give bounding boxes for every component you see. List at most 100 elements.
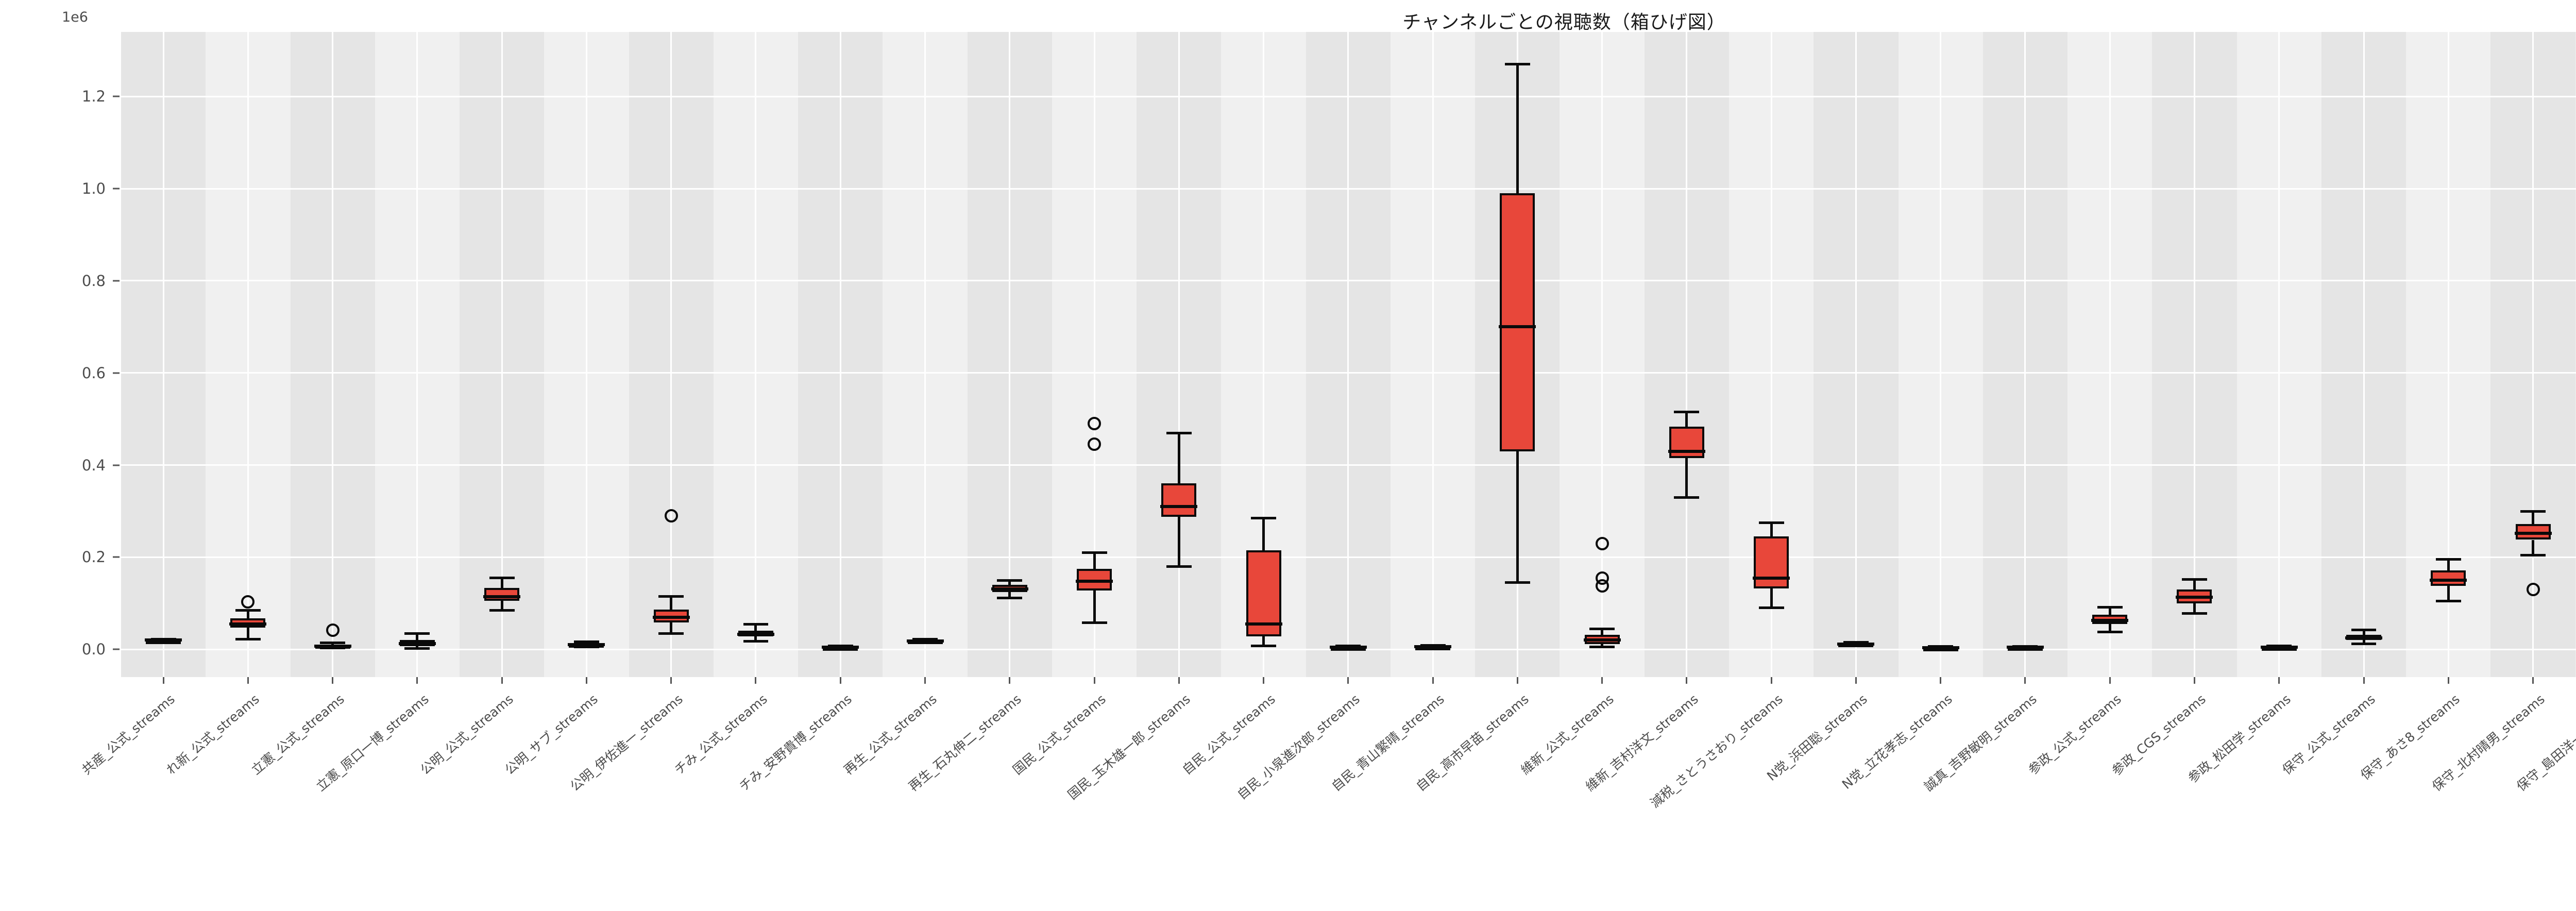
x-tick-mark bbox=[2278, 677, 2280, 684]
whisker-lower bbox=[1262, 636, 1265, 646]
gridline-vertical bbox=[2447, 32, 2449, 677]
box-plot-glyph[interactable] bbox=[121, 32, 2576, 677]
box-plot-glyph[interactable] bbox=[121, 32, 2576, 677]
box-plot-glyph[interactable] bbox=[121, 32, 2576, 677]
median-line bbox=[2091, 619, 2129, 622]
whisker-lower bbox=[1601, 644, 1604, 647]
box-plot-glyph[interactable] bbox=[121, 32, 2576, 677]
median-line bbox=[737, 632, 774, 636]
whisker-upper bbox=[1093, 552, 1096, 569]
cap-lower bbox=[1081, 621, 1107, 624]
outlier-marker[interactable] bbox=[1088, 437, 1101, 451]
whisker-upper bbox=[1770, 522, 1773, 537]
cap-upper bbox=[1843, 640, 1869, 644]
box-plot-glyph[interactable] bbox=[121, 32, 2576, 677]
median-line bbox=[1583, 638, 1621, 642]
box-plot-glyph[interactable] bbox=[121, 32, 2576, 677]
cap-upper bbox=[1251, 516, 1277, 519]
cap-upper bbox=[1758, 521, 1784, 524]
box-iqr[interactable] bbox=[1500, 193, 1535, 451]
gridline-vertical bbox=[1855, 32, 1857, 677]
median-line bbox=[145, 638, 182, 642]
box-plot-glyph[interactable] bbox=[121, 32, 2576, 677]
outlier-marker[interactable] bbox=[326, 623, 340, 637]
whisker-lower bbox=[670, 622, 673, 634]
y-tick-mark bbox=[113, 95, 120, 97]
x-tick-mark bbox=[839, 677, 841, 684]
cap-upper bbox=[1166, 431, 1192, 434]
gridline-vertical bbox=[924, 32, 926, 677]
box-plot-glyph[interactable] bbox=[121, 32, 2576, 677]
cap-upper bbox=[658, 595, 684, 598]
gridline-vertical bbox=[2278, 32, 2280, 677]
box-plot-glyph[interactable] bbox=[121, 32, 2576, 677]
outlier-marker[interactable] bbox=[664, 509, 678, 522]
box-plot-glyph[interactable] bbox=[121, 32, 2576, 677]
median-line bbox=[2176, 596, 2213, 599]
gridline-vertical bbox=[1263, 32, 1265, 677]
box-iqr[interactable] bbox=[2431, 570, 2466, 586]
box-plot-glyph[interactable] bbox=[121, 32, 2576, 677]
box-plot-glyph[interactable] bbox=[121, 32, 2576, 677]
box-iqr[interactable] bbox=[1077, 568, 1112, 591]
box-plot-glyph[interactable] bbox=[121, 32, 2576, 677]
cap-upper bbox=[2097, 605, 2123, 609]
x-tick-mark bbox=[755, 677, 757, 684]
y-tick-label: 0.4 bbox=[81, 456, 106, 474]
y-tick-mark bbox=[113, 464, 120, 466]
box-plot-glyph[interactable] bbox=[121, 32, 2576, 677]
box-iqr[interactable] bbox=[1754, 536, 1789, 589]
whisker-upper bbox=[1262, 518, 1265, 551]
x-tick-mark bbox=[1263, 677, 1265, 684]
x-tick-mark bbox=[2363, 677, 2365, 684]
box-plot-glyph[interactable] bbox=[121, 32, 2576, 677]
outlier-marker[interactable] bbox=[1595, 536, 1609, 550]
box-plot-glyph[interactable] bbox=[121, 32, 2576, 677]
whisker-upper bbox=[1177, 433, 1180, 484]
box-iqr[interactable] bbox=[1161, 483, 1197, 517]
box-plot-glyph[interactable] bbox=[121, 32, 2576, 677]
box-plot-glyph[interactable] bbox=[121, 32, 2576, 677]
box-plot-glyph[interactable] bbox=[121, 32, 2576, 677]
box-plot-glyph[interactable] bbox=[121, 32, 2576, 677]
box-plot-glyph[interactable] bbox=[121, 32, 2576, 677]
y-tick-label: 0.2 bbox=[81, 548, 106, 566]
outlier-marker[interactable] bbox=[2526, 583, 2540, 597]
box-plot-glyph[interactable] bbox=[121, 32, 2576, 677]
gridline-vertical bbox=[2532, 32, 2534, 677]
box-iqr[interactable] bbox=[1669, 427, 1704, 459]
box-plot-glyph[interactable] bbox=[121, 32, 2576, 677]
x-tick-mark bbox=[2532, 677, 2534, 684]
box-plot-glyph[interactable] bbox=[121, 32, 2576, 677]
cap-upper bbox=[489, 577, 515, 580]
box-plot-glyph[interactable] bbox=[121, 32, 2576, 677]
outlier-marker[interactable] bbox=[1088, 417, 1101, 431]
x-tick-mark bbox=[162, 677, 164, 684]
x-tick-mark bbox=[1347, 677, 1349, 684]
y-tick-mark bbox=[113, 648, 120, 650]
box-plot-glyph[interactable] bbox=[121, 32, 2576, 677]
box-plot-glyph[interactable] bbox=[121, 32, 2576, 677]
box-plot-glyph[interactable] bbox=[121, 32, 2576, 677]
cap-upper bbox=[743, 622, 769, 626]
box-plot-glyph[interactable] bbox=[121, 32, 2576, 677]
y-tick-mark bbox=[113, 280, 120, 282]
whisker-lower bbox=[2447, 585, 2450, 601]
gridline-vertical bbox=[1093, 32, 1095, 677]
box-iqr[interactable] bbox=[484, 588, 520, 601]
cap-upper bbox=[1589, 628, 1615, 631]
median-line bbox=[1499, 325, 1536, 329]
median-line bbox=[1076, 579, 1113, 583]
box-plot-glyph[interactable] bbox=[121, 32, 2576, 677]
median-line bbox=[568, 643, 605, 647]
whisker-upper bbox=[754, 624, 757, 631]
outlier-marker[interactable] bbox=[1595, 571, 1609, 585]
box-iqr[interactable] bbox=[1246, 550, 1281, 637]
gridline-vertical bbox=[416, 32, 418, 677]
median-line bbox=[1160, 505, 1198, 509]
gridline-vertical bbox=[1940, 32, 1942, 677]
cap-upper bbox=[1081, 551, 1107, 554]
median-line bbox=[991, 587, 1028, 591]
outlier-marker[interactable] bbox=[241, 595, 255, 609]
cap-lower bbox=[1758, 606, 1784, 610]
